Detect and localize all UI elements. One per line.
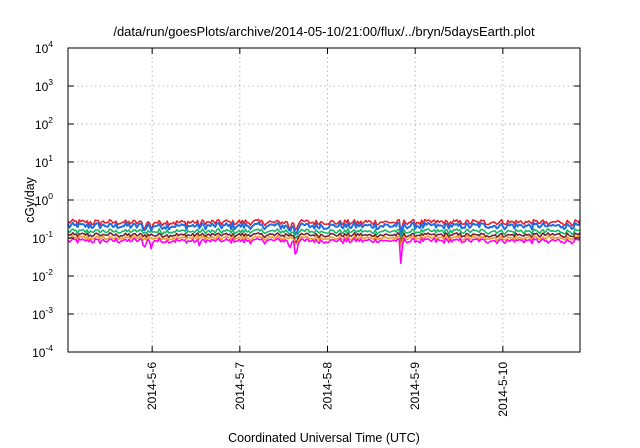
y-tick-exponent: 1 bbox=[48, 153, 53, 163]
x-axis-label: Coordinated Universal Time (UTC) bbox=[228, 431, 420, 445]
series-line-1 bbox=[67, 218, 581, 233]
chart-title: /data/run/goesPlots/archive/2014-05-10/2… bbox=[113, 24, 535, 39]
x-tick-label: 2014-5-7 bbox=[233, 362, 247, 410]
y-tick-exponent: -4 bbox=[45, 343, 53, 353]
y-tick-label: 10-4 bbox=[32, 343, 53, 360]
y-tick-label: 10-3 bbox=[32, 305, 53, 322]
y-tick-exponent: 3 bbox=[48, 77, 53, 87]
y-tick-label: 10-1 bbox=[32, 229, 53, 246]
axis-ticks bbox=[68, 47, 580, 353]
series-line-3 bbox=[67, 227, 581, 242]
y-tick-label: 104 bbox=[35, 39, 53, 56]
y-tick-label: 100 bbox=[35, 191, 53, 208]
x-tick-label: 2014-5-8 bbox=[321, 362, 335, 410]
y-axis-label: cGy/day bbox=[23, 176, 37, 223]
y-tick-exponent: -3 bbox=[45, 305, 53, 315]
series-line-6 bbox=[67, 237, 581, 265]
y-tick-exponent: 0 bbox=[48, 191, 53, 201]
y-tick-label: 10-2 bbox=[32, 267, 53, 284]
y-tick-label: 102 bbox=[35, 115, 53, 132]
series-line-4 bbox=[67, 232, 581, 245]
grid-lines bbox=[68, 48, 580, 352]
y-tick-label: 101 bbox=[35, 153, 53, 170]
series-line-2 bbox=[67, 221, 581, 236]
y-tick-exponent: -2 bbox=[45, 267, 53, 277]
y-tick-exponent: 2 bbox=[48, 115, 53, 125]
series-line-5 bbox=[67, 235, 581, 248]
y-tick-exponent: -1 bbox=[45, 229, 53, 239]
y-tick-exponent: 4 bbox=[48, 39, 53, 49]
y-tick-label: 103 bbox=[35, 77, 53, 94]
x-tick-label: 2014-5-9 bbox=[408, 362, 422, 410]
x-tick-label: 2014-5-10 bbox=[496, 362, 510, 417]
series-lines bbox=[67, 218, 581, 265]
x-tick-label: 2014-5-6 bbox=[145, 362, 159, 410]
